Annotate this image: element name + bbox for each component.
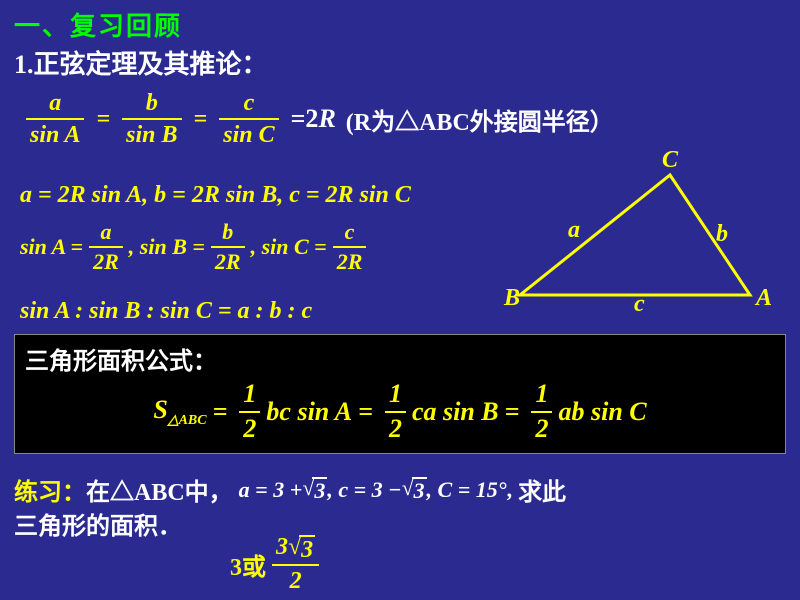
- area-formula-box: 三角形面积公式： S△ABC = 1 2 bc sin A = 1 2 ca s…: [14, 334, 786, 454]
- side-b: b: [716, 221, 728, 248]
- practice-line-2: 三角形的面积．: [14, 506, 182, 541]
- equals: =: [213, 397, 228, 427]
- fraction-bar: [122, 118, 181, 120]
- answer-frac: 3√3 2: [272, 534, 319, 594]
- term: ca sin B: [412, 397, 499, 427]
- half: 1 2: [385, 380, 406, 443]
- answer-prefix: 3或: [230, 547, 266, 582]
- numerator: b: [142, 90, 162, 116]
- frac: c 2R: [333, 220, 367, 274]
- text: , C = 15°: [427, 477, 507, 503]
- frac-a-sinA: a sin A: [26, 90, 84, 149]
- fraction-bar: [211, 246, 245, 248]
- numerator: a: [96, 220, 115, 244]
- sqrt: √3: [401, 477, 426, 502]
- numerator: 3√3: [272, 534, 319, 562]
- denominator: 2: [286, 568, 306, 594]
- denominator: 2R: [333, 250, 367, 274]
- equals: =: [194, 106, 208, 133]
- numerator: 1: [239, 380, 260, 409]
- fraction-bar: [385, 411, 406, 413]
- corollary-sin-over-2r: sin A = a 2R , sin B = b 2R , sin C = c …: [20, 220, 372, 274]
- vertex-A: A: [756, 285, 772, 312]
- text: , sin C =: [251, 234, 327, 260]
- section-heading: 一、复习回顾: [14, 6, 182, 43]
- term: bc sin A: [266, 397, 352, 427]
- fraction-bar: [239, 411, 260, 413]
- denominator: 2R: [89, 250, 123, 274]
- numerator: c: [240, 90, 259, 116]
- fraction-bar: [89, 246, 123, 248]
- numerator: a: [45, 90, 65, 116]
- equals: =: [96, 106, 110, 133]
- triangle-diagram: C B A a b c: [500, 165, 780, 335]
- subheading: 1.正弦定理及其推论：: [14, 44, 268, 81]
- equals: =: [358, 397, 373, 427]
- fraction-bar: [333, 246, 367, 248]
- text: a = 3 +: [239, 477, 303, 503]
- fraction-bar: [26, 118, 84, 120]
- fraction-bar: [272, 564, 319, 566]
- fraction-bar: [531, 411, 552, 413]
- text: sin A =: [20, 234, 83, 260]
- practice-label: 练习：: [14, 472, 86, 507]
- vertex-B: B: [504, 285, 520, 312]
- frac-b-sinB: b sin B: [122, 90, 181, 149]
- text: , sin B =: [129, 234, 205, 260]
- sine-law-ratio: a sin A = b sin B = c sin C =2R (R为△ABC外…: [20, 90, 614, 149]
- circumradius-note: (R为△ABC外接圆半径）: [346, 102, 614, 137]
- half: 1 2: [239, 380, 260, 443]
- side-c: c: [634, 291, 645, 318]
- denominator: sin C: [219, 122, 278, 148]
- practice-answer: 3或 3√3 2: [230, 534, 325, 594]
- denominator: sin A: [26, 122, 84, 148]
- numerator: 1: [531, 380, 552, 409]
- numerator: c: [341, 220, 359, 244]
- denominator: 2R: [211, 250, 245, 274]
- S-symbol: S△ABC: [153, 395, 206, 429]
- frac-c-sinC: c sin C: [219, 90, 278, 149]
- frac: b 2R: [211, 220, 245, 274]
- slide: 一、复习回顾 1.正弦定理及其推论： a sin A = b sin B = c…: [0, 0, 800, 600]
- fraction-bar: [219, 118, 278, 120]
- area-title: 三角形面积公式：: [25, 341, 775, 376]
- sqrt: √3: [302, 477, 327, 502]
- denominator: 2: [385, 415, 406, 444]
- practice-given: a = 3 + √3 , c = 3 − √3 , C = 15° ,: [239, 477, 512, 503]
- numerator: 1: [385, 380, 406, 409]
- equals-2R: =2R: [291, 104, 336, 134]
- equals: =: [505, 397, 520, 427]
- practice-text: 在△ABC中，: [86, 472, 233, 507]
- practice-line-1: 练习： 在△ABC中， a = 3 + √3 , c = 3 − √3 , C …: [14, 472, 566, 507]
- corollary-a2r: a = 2R sin A, b = 2R sin B, c = 2R sin C: [20, 182, 411, 209]
- numerator: b: [218, 220, 237, 244]
- denominator: 2: [239, 415, 260, 444]
- side-a: a: [568, 217, 580, 244]
- vertex-C: C: [662, 147, 678, 174]
- denominator: sin B: [122, 122, 181, 148]
- area-formula: S△ABC = 1 2 bc sin A = 1 2 ca sin B = 1 …: [25, 380, 775, 443]
- text: , c = 3 −: [327, 477, 401, 503]
- term: ab sin C: [558, 397, 646, 427]
- frac: a 2R: [89, 220, 123, 274]
- half: 1 2: [531, 380, 552, 443]
- text: ,: [507, 477, 513, 503]
- corollary-ratio: sin A : sin B : sin C = a : b : c: [20, 298, 312, 325]
- practice-tail: 求此: [518, 472, 566, 507]
- denominator: 2: [531, 415, 552, 444]
